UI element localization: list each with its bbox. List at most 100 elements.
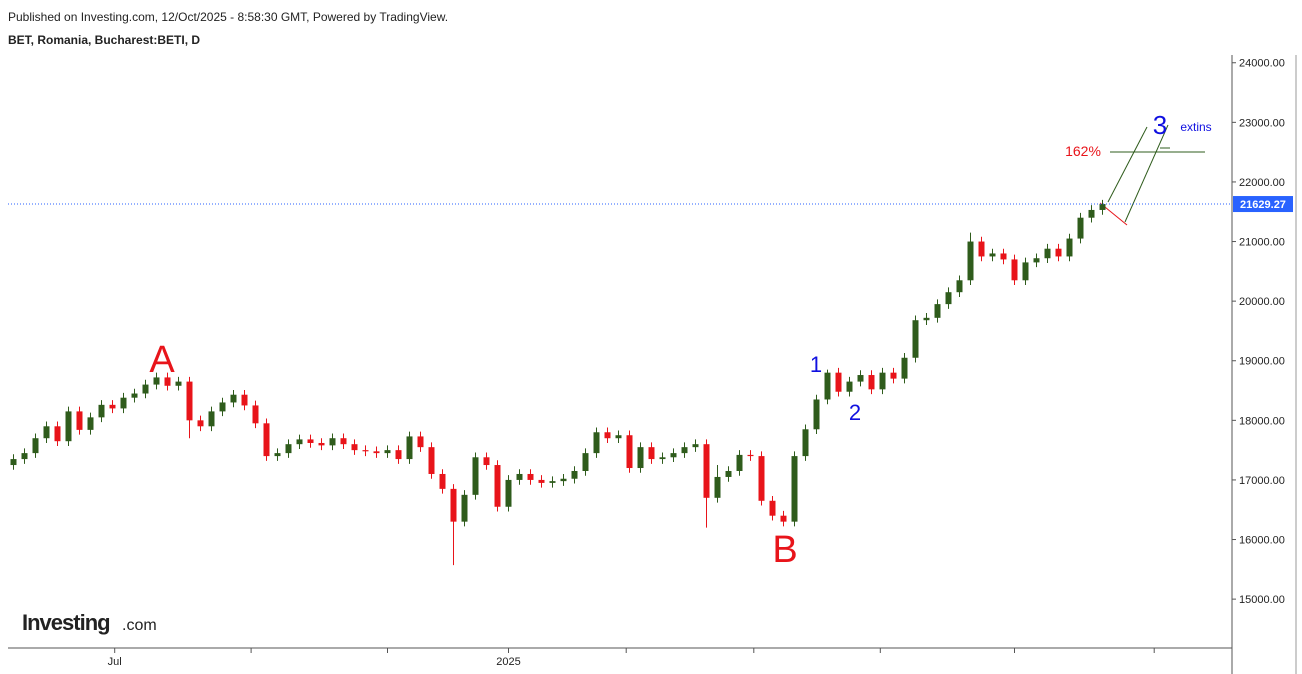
candle-body	[296, 439, 303, 445]
candle-body	[901, 357, 908, 379]
candle-body	[131, 393, 138, 398]
candle-body	[978, 241, 985, 257]
candle-body	[1088, 209, 1095, 218]
candle-body	[571, 470, 578, 479]
candle-body	[912, 320, 919, 358]
candle-body	[802, 429, 809, 457]
candle-body	[615, 435, 622, 439]
candle-body	[626, 435, 633, 469]
candle-body	[472, 457, 479, 495]
candle-body	[714, 476, 721, 498]
candle-body	[1099, 204, 1106, 210]
candle-body	[230, 394, 237, 403]
candle-body	[505, 479, 512, 507]
candle-body	[648, 447, 655, 460]
candle-body	[824, 372, 831, 400]
candle-body	[780, 515, 787, 522]
candle-body	[87, 417, 94, 430]
candle-body	[307, 439, 314, 443]
candle-body	[593, 432, 600, 454]
candle-body	[406, 436, 413, 460]
candle-body	[186, 381, 193, 421]
candle-body	[527, 473, 534, 480]
trend-line	[1107, 126, 1148, 203]
y-tick-label: 24000.00	[1239, 58, 1285, 70]
candle-body	[1011, 259, 1018, 281]
candle-body	[857, 375, 864, 382]
symbol-line: BET, Romania, Bucharest:BETI, D	[8, 33, 200, 47]
candle-body	[879, 372, 886, 390]
candle-body	[373, 451, 380, 454]
candle-body	[1055, 248, 1062, 257]
candle-body	[329, 438, 336, 446]
candle-body	[450, 488, 457, 522]
candle-body	[890, 372, 897, 379]
candle-body	[340, 438, 347, 445]
candle-body	[175, 381, 182, 386]
y-tick-label: 16000.00	[1239, 535, 1285, 547]
candle-body	[813, 399, 820, 430]
candle-body	[197, 420, 204, 427]
candle-body	[164, 377, 171, 386]
candle-body	[142, 384, 149, 394]
candle-body	[461, 494, 468, 522]
candle-body	[637, 447, 644, 469]
candle-body	[98, 404, 105, 418]
annotation: 2	[849, 400, 861, 425]
candle-body	[65, 411, 72, 442]
candle-body	[956, 280, 963, 293]
trend-line	[1124, 124, 1169, 223]
x-tick-label: Jul	[108, 656, 122, 668]
candle-body	[659, 457, 666, 460]
candle-body	[769, 500, 776, 516]
candle-body	[439, 473, 446, 489]
candle-body	[219, 402, 226, 412]
candle-body	[274, 453, 281, 457]
candle-body	[109, 404, 116, 409]
y-tick-label: 18000.00	[1239, 415, 1285, 427]
candle-body	[549, 481, 556, 483]
last-price-box	[1233, 196, 1293, 213]
candle-body	[252, 405, 259, 424]
candle-body	[791, 456, 798, 522]
candle-body	[384, 450, 391, 454]
candle-body	[681, 447, 688, 454]
candle-body	[692, 444, 699, 448]
candle-body	[351, 444, 358, 451]
candle-body	[967, 241, 974, 281]
candle-body	[43, 426, 50, 439]
candle-body	[76, 411, 83, 430]
candle-body	[362, 450, 369, 452]
candle-body	[241, 394, 248, 406]
candle-body	[703, 444, 710, 498]
candle-body	[208, 411, 215, 427]
candle-body	[263, 423, 270, 457]
y-tick-label: 22000.00	[1239, 177, 1285, 189]
candle-body	[395, 450, 402, 460]
y-tick-label: 23000.00	[1239, 117, 1285, 129]
logo-main: Investing	[22, 610, 110, 635]
annotation: A	[149, 339, 175, 381]
candle-body	[285, 444, 292, 454]
candle-body	[736, 454, 743, 471]
candle-body	[758, 456, 765, 501]
candle-body	[10, 459, 17, 466]
annotation: 162%	[1065, 143, 1101, 159]
candle-body	[153, 377, 160, 385]
last-price-label: 21629.27	[1240, 199, 1286, 211]
annotation: 1	[810, 352, 822, 377]
candle-body	[747, 454, 754, 457]
candle-body	[560, 478, 567, 482]
candle-body	[1044, 248, 1051, 259]
candle-body	[868, 375, 875, 390]
annotation: extins	[1180, 120, 1211, 134]
candle-body	[494, 465, 501, 507]
y-tick-label: 17000.00	[1239, 475, 1285, 487]
candle-body	[945, 292, 952, 305]
candle-body	[989, 253, 996, 257]
candle-body	[1066, 238, 1073, 257]
candle-body	[582, 453, 589, 471]
candle-body	[1077, 217, 1084, 239]
